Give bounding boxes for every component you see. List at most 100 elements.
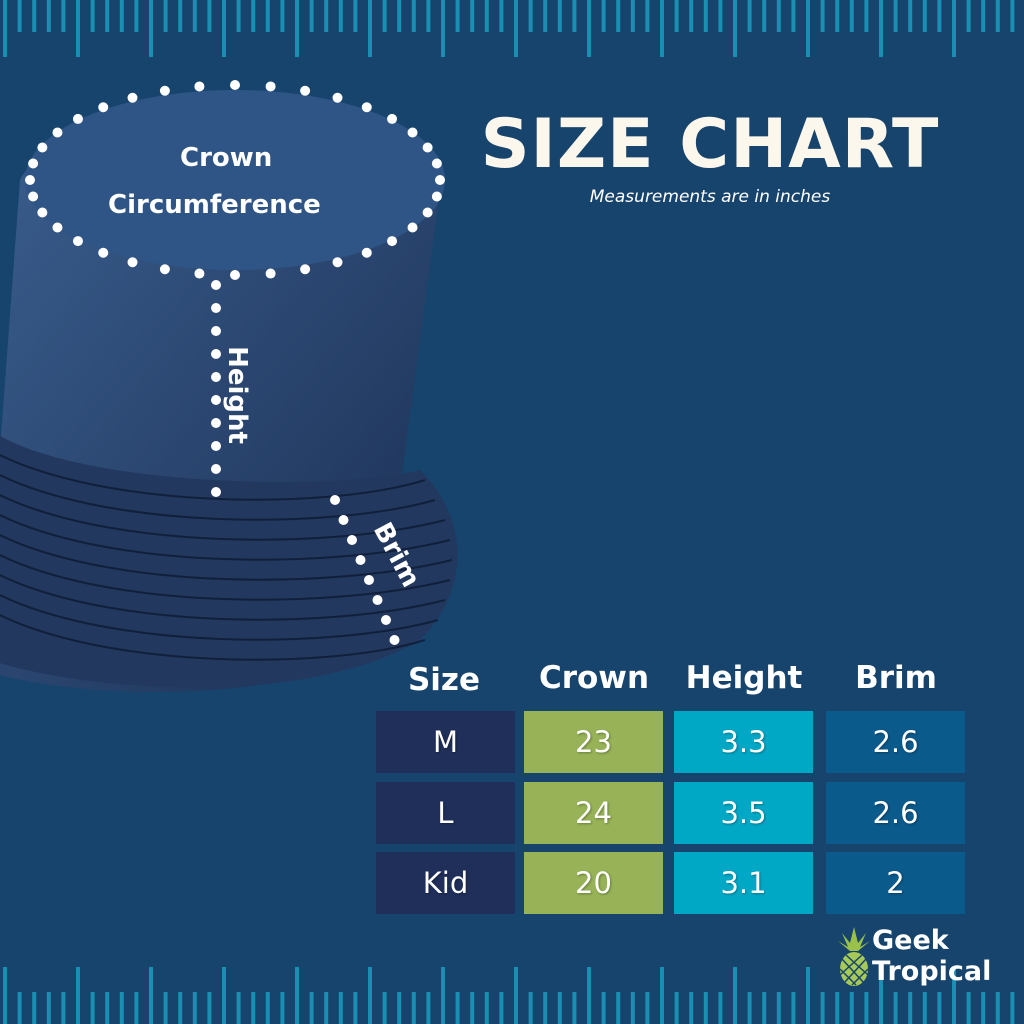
ruler-tick [995, 0, 1000, 32]
ruler-tick [806, 0, 810, 57]
ruler-tick [90, 0, 95, 32]
ruler-tick [280, 992, 285, 1024]
ruler-tick [908, 992, 913, 1024]
ruler-tick [251, 992, 256, 1024]
dot [431, 158, 442, 169]
ruler-tick [587, 0, 591, 57]
ruler-tick [134, 992, 139, 1024]
dot [361, 247, 372, 258]
ruler-tick [61, 992, 66, 1024]
dot [194, 268, 205, 279]
bucket-hat-image [0, 80, 458, 692]
ruler-tick [251, 0, 256, 32]
dot [435, 175, 445, 185]
ruler-tick [32, 0, 37, 32]
ruler-tick [762, 992, 767, 1024]
ruler-tick [981, 992, 986, 1024]
ruler-bottom-decoration [3, 967, 1015, 1024]
ruler-tick [236, 0, 241, 32]
column-header-size: Size [407, 662, 481, 698]
dot [98, 247, 109, 258]
ruler-tick [572, 0, 577, 32]
ruler-tick [484, 0, 489, 32]
crown-circumference-label-line1: Crown [180, 143, 273, 173]
ruler-tick [879, 967, 883, 1024]
brand-name-line2: Tropical [872, 956, 992, 987]
ruler-tick [747, 0, 752, 32]
dot [211, 349, 221, 359]
ruler-tick [689, 992, 694, 1024]
ruler-tick [806, 967, 810, 1024]
ruler-tick [295, 967, 299, 1024]
ruler-tick [411, 0, 416, 32]
ruler-tick [587, 967, 591, 1024]
ruler-tick [17, 992, 22, 1024]
table-cell-height: 3.5 [674, 782, 813, 844]
ruler-tick [733, 967, 737, 1024]
table-cell-crown: 20 [524, 852, 663, 914]
ruler-tick [733, 0, 737, 57]
dot [265, 81, 276, 92]
ruler-tick [222, 967, 226, 1024]
table-cell-size: L [376, 782, 515, 844]
ruler-tick [1010, 992, 1015, 1024]
dot [389, 635, 400, 645]
ruler-tick [718, 992, 723, 1024]
dot [387, 113, 398, 124]
page-title: SIZE CHART [480, 105, 940, 184]
table-cell-brim: 2 [826, 852, 965, 914]
ruler-tick [528, 0, 533, 32]
dot [347, 535, 357, 545]
ruler-tick [163, 992, 168, 1024]
ruler-tick [849, 992, 854, 1024]
ruler-tick [178, 0, 183, 32]
ruler-tick [149, 0, 153, 57]
ruler-tick [689, 0, 694, 32]
ruler-tick [849, 0, 854, 32]
ruler-tick [937, 0, 942, 32]
dot [211, 395, 221, 405]
ruler-tick [908, 0, 913, 32]
ruler-tick [192, 0, 197, 32]
dot [332, 257, 343, 268]
ruler-tick [1010, 0, 1015, 32]
dot [211, 464, 221, 474]
ruler-tick [222, 0, 226, 57]
table-cell-brim: 2.6 [826, 782, 965, 844]
ruler-tick [163, 0, 168, 32]
ruler-tick [543, 0, 548, 32]
ruler-tick [703, 992, 708, 1024]
dot [211, 441, 221, 451]
ruler-tick [17, 0, 22, 32]
ruler-tick [441, 967, 445, 1024]
ruler-tick [134, 0, 139, 32]
ruler-tick [368, 0, 372, 57]
dot [431, 191, 442, 202]
ruler-tick [426, 0, 431, 32]
ruler-tick [455, 0, 460, 32]
dot [98, 102, 109, 113]
ruler-tick [324, 0, 329, 32]
brand-logo: Geek Tropical [836, 925, 991, 991]
ruler-tick [192, 992, 197, 1024]
ruler-tick [660, 0, 664, 57]
ruler-tick [557, 992, 562, 1024]
ruler-tick [893, 0, 898, 32]
ruler-tick [105, 992, 110, 1024]
height-label: Height [221, 346, 252, 444]
ruler-tick [236, 992, 241, 1024]
ruler-tick [674, 992, 679, 1024]
dot [52, 222, 63, 233]
ruler-tick [46, 992, 51, 1024]
ruler-tick [937, 992, 942, 1024]
ruler-tick [426, 992, 431, 1024]
dot [422, 207, 433, 218]
column-header-height: Height [685, 660, 803, 696]
ruler-tick [981, 0, 986, 32]
dot [28, 158, 39, 169]
ruler-tick [265, 0, 270, 32]
ruler-tick [645, 0, 650, 32]
ruler-tick [178, 992, 183, 1024]
ruler-tick [309, 0, 314, 32]
dot [25, 175, 35, 185]
